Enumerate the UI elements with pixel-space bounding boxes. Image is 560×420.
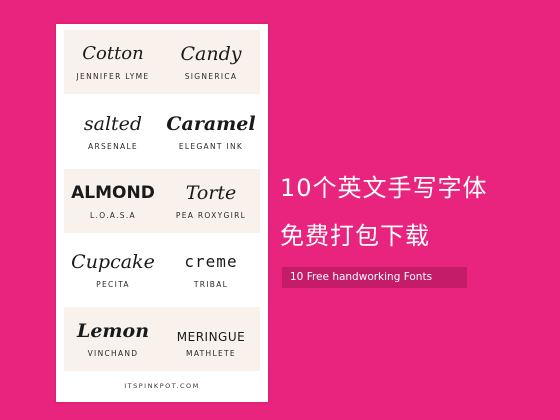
font-sample-cell: Lemon VINCHAND <box>64 307 162 371</box>
font-name-label: PEA ROXYGIRL <box>162 211 260 220</box>
font-sample-cell: MERINGUE MATHLETE <box>162 307 260 371</box>
font-sample-cell: Caramel ELEGANT INK <box>162 100 260 164</box>
font-sample-cell: Cotton JENNIFER LYME <box>64 30 162 94</box>
font-sample-text: creme <box>162 250 260 274</box>
font-name-label: MATHLETE <box>162 349 260 358</box>
font-sample-text: Cupcake <box>64 250 162 274</box>
font-sample-text: Cotton <box>64 42 162 66</box>
font-name-label: L.O.A.S.A <box>64 211 162 220</box>
font-name-label: TRIBAL <box>162 280 260 289</box>
font-sample-text: Lemon <box>64 319 162 343</box>
subtitle-text: 10 Free handworking Fonts <box>290 271 432 283</box>
font-sample-text: Torte <box>162 181 260 205</box>
font-sample-cell: creme TRIBAL <box>162 238 260 302</box>
font-sample-cell: salted ARSENALE <box>64 100 162 164</box>
font-sample-cell: Torte PEA ROXYGIRL <box>162 169 260 233</box>
font-sample-text: ALMOND <box>64 181 162 205</box>
font-name-label: ARSENALE <box>64 142 162 151</box>
font-name-label: VINCHAND <box>64 349 162 358</box>
source-url-label: ITSPINKPOT.COM <box>56 382 268 390</box>
font-row: Cotton JENNIFER LYME Candy SIGNERICA <box>64 30 260 94</box>
headline-line-1: 10个英文手写字体 <box>280 168 488 203</box>
subtitle-banner: 10 Free handworking Fonts <box>282 267 467 288</box>
font-name-label: SIGNERICA <box>162 72 260 81</box>
font-name-label: ELEGANT INK <box>162 142 260 151</box>
font-sample-card: Cotton JENNIFER LYME Candy SIGNERICA sal… <box>56 24 268 402</box>
headline-line-2: 免费打包下载 <box>280 216 430 251</box>
font-row: salted ARSENALE Caramel ELEGANT INK <box>64 100 260 164</box>
font-row: ALMOND L.O.A.S.A Torte PEA ROXYGIRL <box>64 169 260 233</box>
font-row: Cupcake PECITA creme TRIBAL <box>64 238 260 302</box>
font-sample-text: salted <box>64 112 162 136</box>
font-sample-cell: Candy SIGNERICA <box>162 30 260 94</box>
font-sample-text: MERINGUE <box>162 325 260 349</box>
font-sample-text: Candy <box>162 42 260 66</box>
font-name-label: PECITA <box>64 280 162 289</box>
font-sample-text: Caramel <box>162 112 260 136</box>
font-name-label: JENNIFER LYME <box>64 72 162 81</box>
font-row: Lemon VINCHAND MERINGUE MATHLETE <box>64 307 260 371</box>
font-sample-cell: Cupcake PECITA <box>64 238 162 302</box>
font-sample-cell: ALMOND L.O.A.S.A <box>64 169 162 233</box>
